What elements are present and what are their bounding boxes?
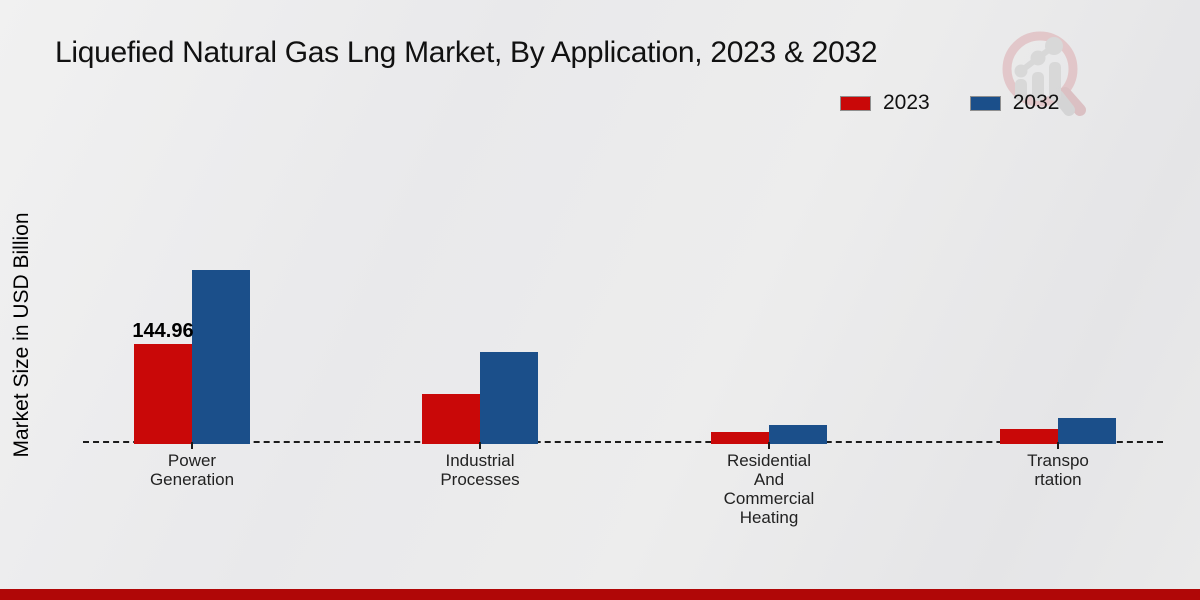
bar-2032-industrial-processes xyxy=(480,351,538,444)
legend-item-2032: 2032 xyxy=(969,91,1060,115)
legend-label-2032: 2032 xyxy=(1012,91,1060,114)
x-tick-label: Residential And Commercial Heating xyxy=(723,451,815,527)
footer-accent-bar xyxy=(0,589,1200,600)
bar-2032-power-generation xyxy=(192,269,250,444)
x-tick-label: Power Generation xyxy=(149,451,235,489)
x-axis-tick xyxy=(479,442,481,449)
bar-2023-residential-and-commercial-heating xyxy=(711,431,769,444)
x-axis-tick xyxy=(768,442,770,449)
market-research-magnifier-logo-icon xyxy=(995,26,1087,118)
x-tick-label: Industrial Processes xyxy=(440,451,520,489)
legend-label-2023: 2023 xyxy=(883,91,930,114)
bar-2032-transportation xyxy=(1058,417,1116,444)
x-axis-tick xyxy=(191,442,193,449)
bar-2023-power-generation xyxy=(134,343,192,444)
legend: 2023 2032 xyxy=(840,91,1059,115)
legend-item-2023: 2023 xyxy=(840,91,930,115)
magnifier-chart-icon xyxy=(1002,31,1086,116)
bar-value-label: 144.96 xyxy=(132,319,194,342)
bar-2023-industrial-processes xyxy=(422,393,480,444)
chart-title: Liquefied Natural Gas Lng Market, By App… xyxy=(55,36,878,69)
legend-swatch-2032 xyxy=(969,95,1001,111)
legend-swatch-2023 xyxy=(840,95,871,111)
x-tick-label: Transpo rtation xyxy=(1027,451,1089,489)
x-axis-tick xyxy=(1057,442,1059,449)
bar-2023-transportation xyxy=(1000,428,1058,444)
bar-2032-residential-and-commercial-heating xyxy=(769,424,827,444)
x-axis-baseline xyxy=(83,441,1163,443)
